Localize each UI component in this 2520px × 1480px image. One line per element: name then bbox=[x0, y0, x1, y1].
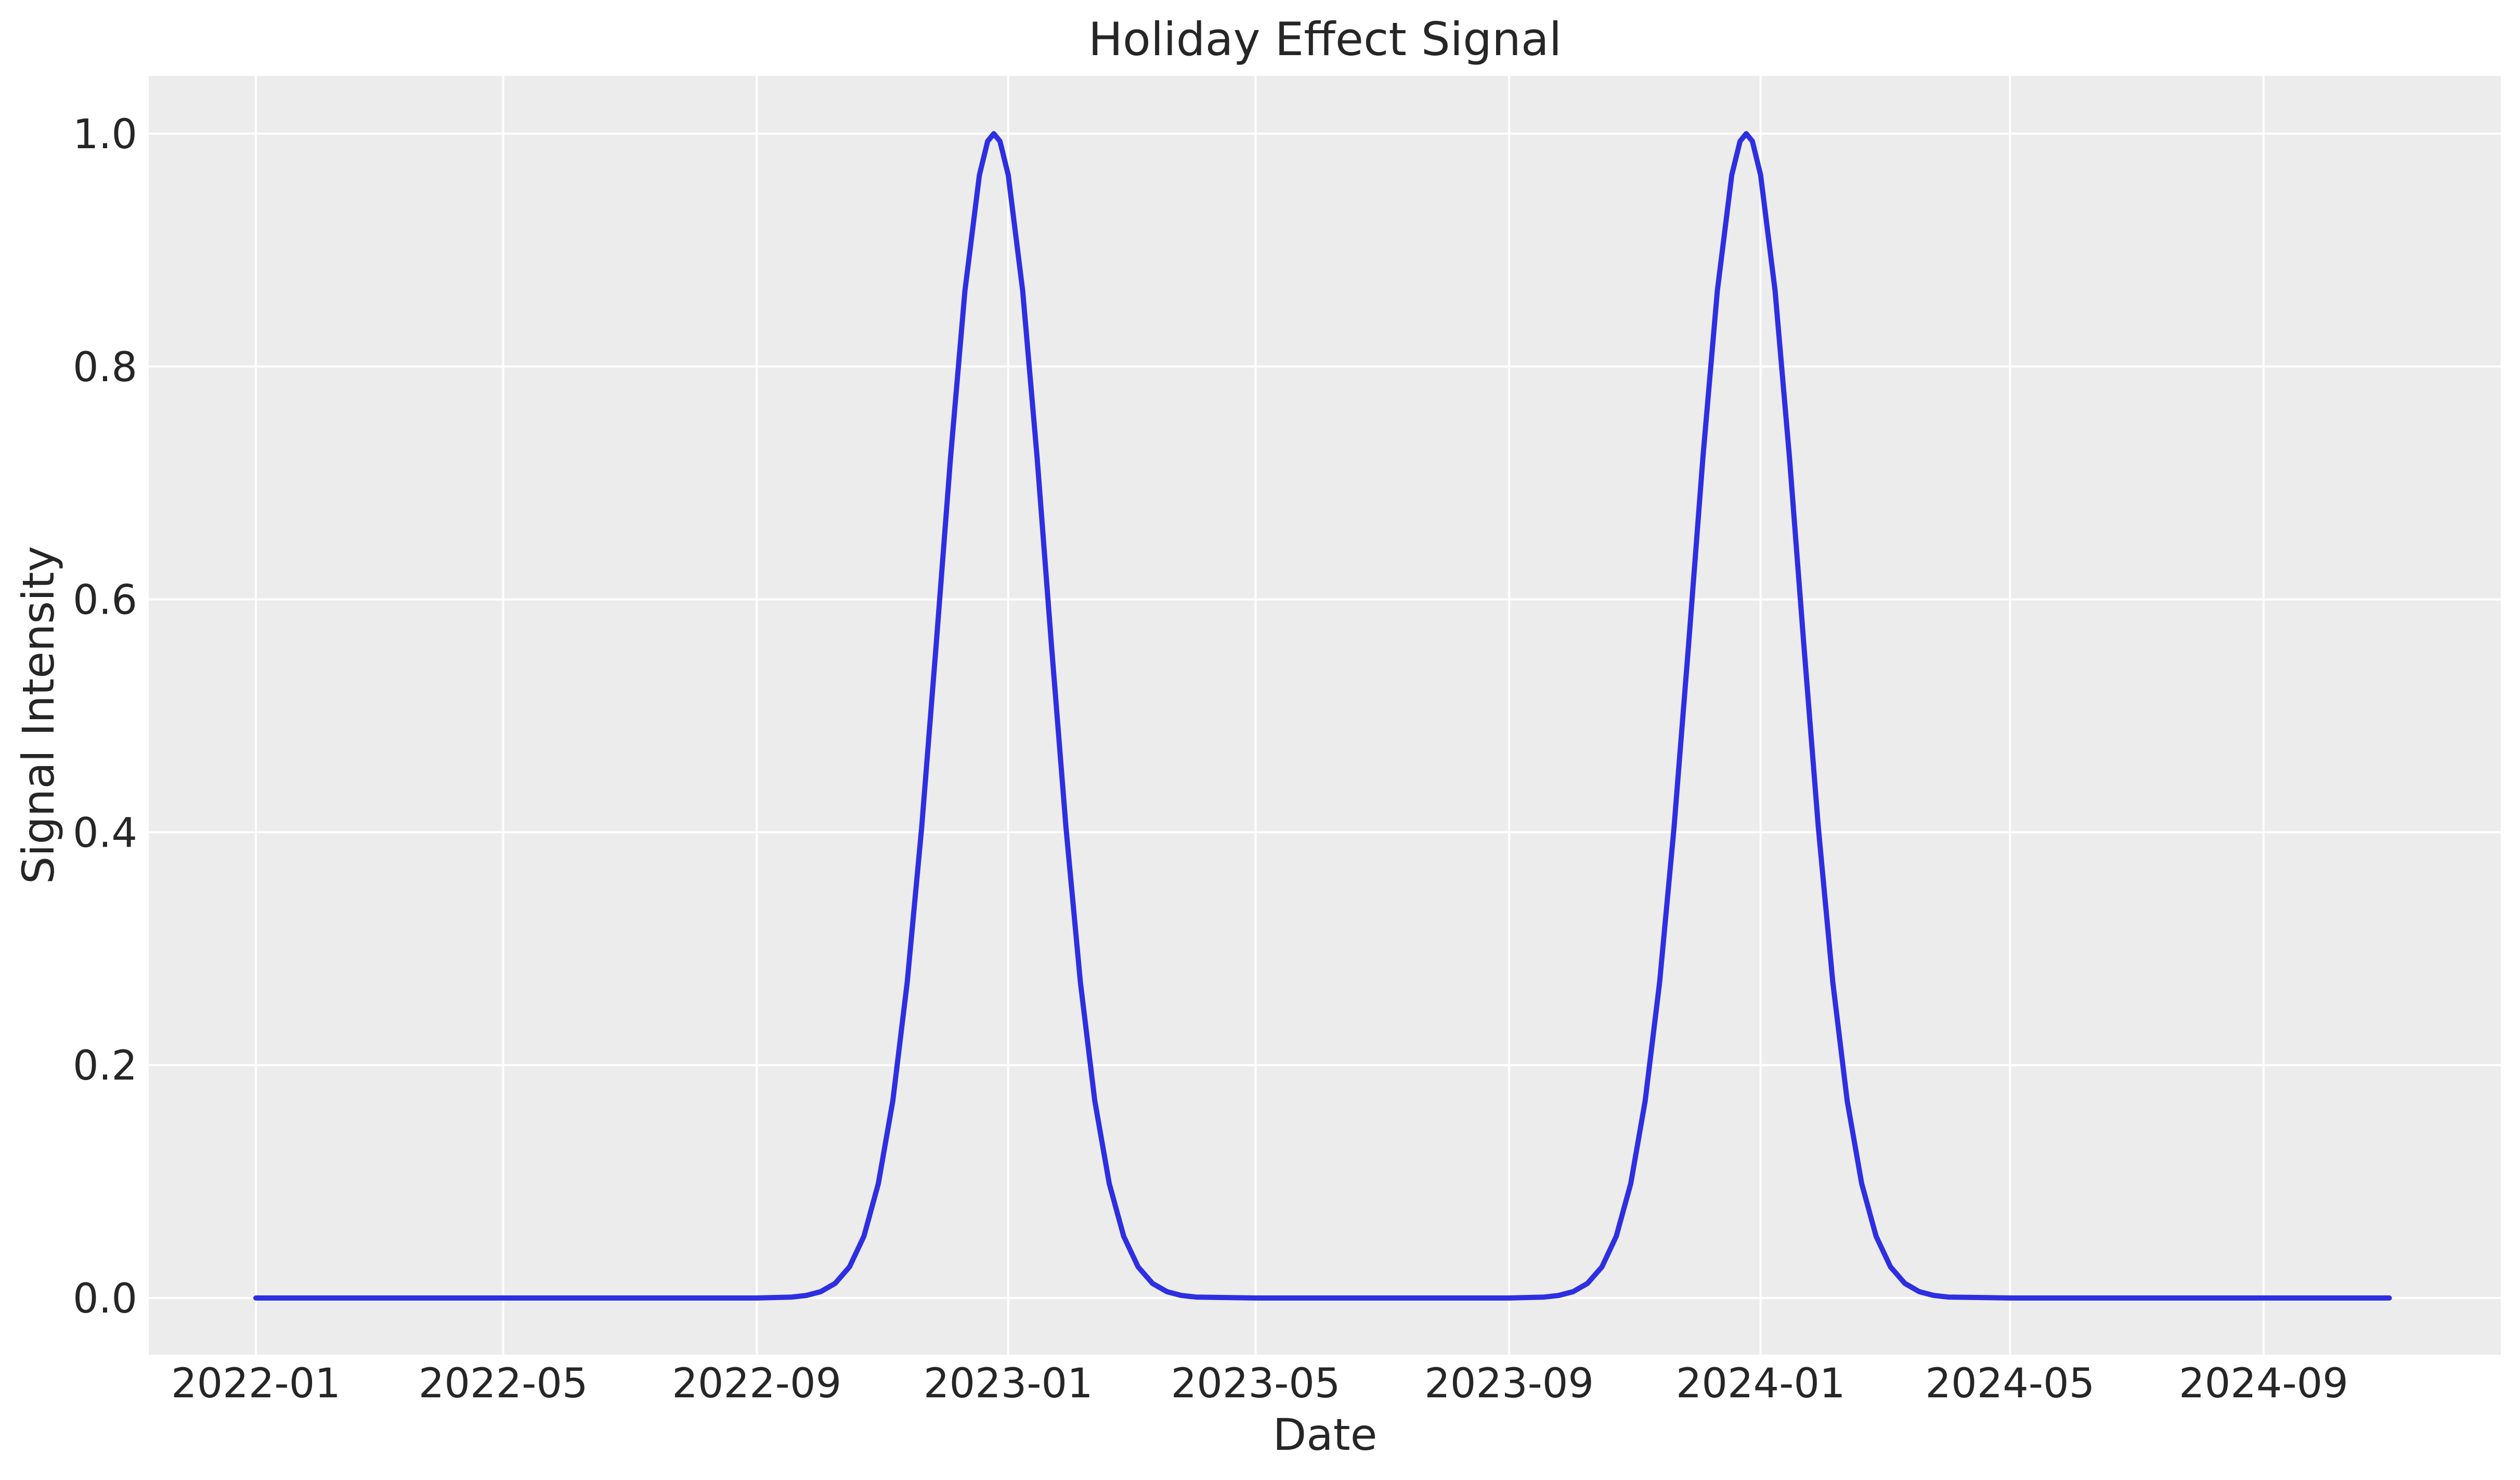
x-tick-label: 2024-09 bbox=[2179, 1360, 2348, 1407]
y-axis-tick-labels: 0.0 0.2 0.4 0.6 0.8 1.0 bbox=[73, 111, 137, 1322]
y-tick-label: 0.6 bbox=[73, 577, 137, 624]
y-tick-label: 0.2 bbox=[73, 1043, 137, 1089]
x-tick-label: 2022-05 bbox=[419, 1360, 588, 1407]
y-tick-label: 1.0 bbox=[73, 111, 137, 158]
x-tick-label: 2022-09 bbox=[672, 1360, 841, 1407]
y-tick-label: 0.8 bbox=[73, 344, 137, 391]
x-tick-label: 2023-01 bbox=[924, 1360, 1093, 1407]
y-tick-label: 0.4 bbox=[73, 810, 137, 856]
y-axis-label: Signal Intensity bbox=[13, 546, 64, 884]
x-tick-label: 2023-05 bbox=[1171, 1360, 1341, 1407]
plot-area-background bbox=[149, 76, 2501, 1355]
x-tick-label: 2024-01 bbox=[1676, 1360, 1846, 1407]
x-axis-label: Date bbox=[1273, 1409, 1378, 1460]
x-tick-label: 2024-05 bbox=[1925, 1360, 2095, 1407]
chart-title: Holiday Effect Signal bbox=[1088, 12, 1562, 66]
x-tick-label: 2023-09 bbox=[1424, 1360, 1594, 1407]
x-tick-label: 2022-01 bbox=[171, 1360, 341, 1407]
y-tick-label: 0.0 bbox=[73, 1276, 137, 1322]
signal-line-series bbox=[253, 131, 2392, 1301]
x-axis-tick-labels: 2022-01 2022-05 2022-09 2023-01 2023-05 2023-… bbox=[171, 1360, 2348, 1407]
